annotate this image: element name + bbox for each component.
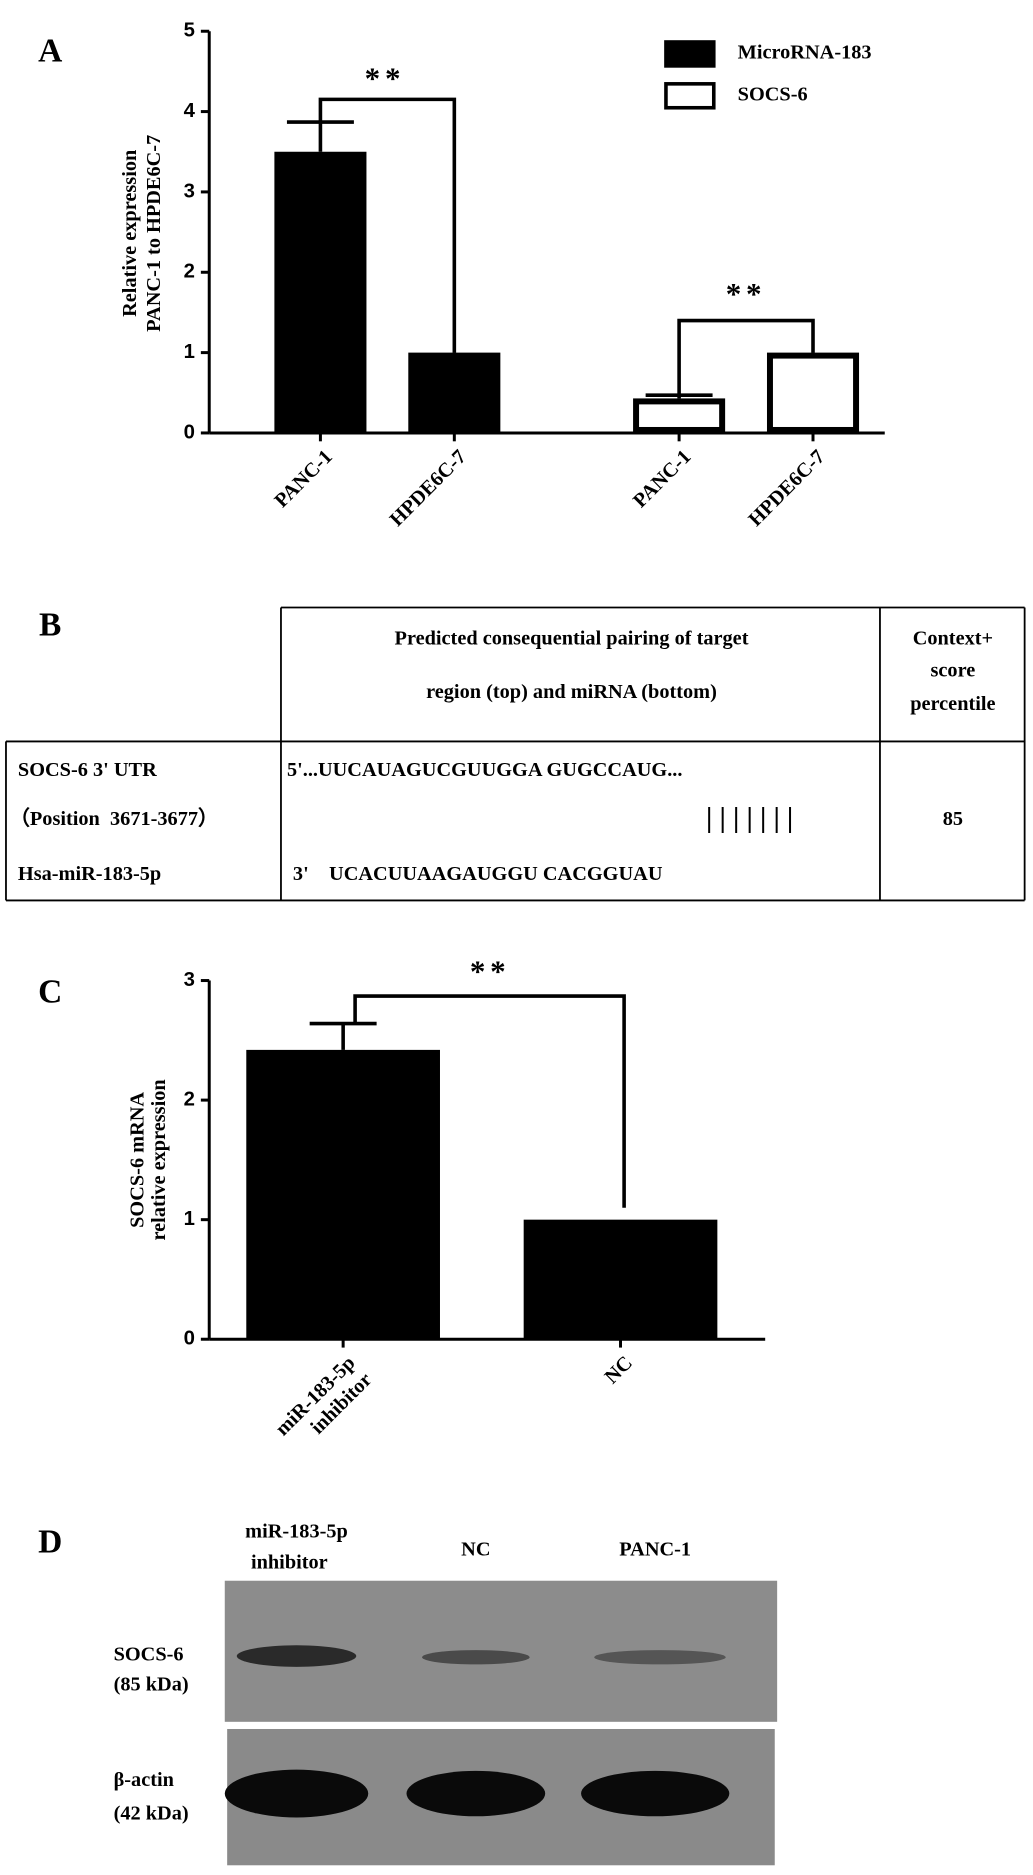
blot-band xyxy=(594,1650,726,1665)
panel-label: A xyxy=(38,33,62,70)
lane-label: miR-183-5p xyxy=(245,1521,348,1543)
table-cell: Hsa-miR-183-5p xyxy=(18,863,161,885)
y-tick-label: 2 xyxy=(184,261,195,283)
panel-label: B xyxy=(39,607,61,644)
y-axis-label: PANC-1 to HPDE6C-7 xyxy=(143,135,165,332)
legend-label: MicroRNA-183 xyxy=(738,42,872,64)
table-cell: （Position 3671-3677） xyxy=(10,807,219,830)
table-header: percentile xyxy=(910,693,995,715)
y-tick-label: 1 xyxy=(184,341,195,363)
table: Predicted consequential pairing of targe… xyxy=(5,606,1026,902)
y-tick-label: 2 xyxy=(184,1088,195,1110)
row-label: (85 kDa) xyxy=(114,1674,189,1696)
table-cell: 5'...UUCAUAGUCGUUGGA GUGCCAUG... xyxy=(287,759,683,781)
table-header: Context+ xyxy=(913,627,993,649)
row-label: SOCS-6 xyxy=(114,1644,184,1666)
lane-label: NC xyxy=(461,1539,490,1561)
significance-label: ** xyxy=(470,954,511,989)
legend-swatch xyxy=(664,40,716,68)
y-axis-label: SOCS-6 mRNA xyxy=(126,1092,148,1228)
table-cell: 3' UCACUUAAGAUGGU CACGGUAU xyxy=(293,863,663,885)
y-tick-label: 5 xyxy=(184,20,195,42)
table-header: Predicted consequential pairing of targe… xyxy=(395,627,749,649)
y-tick-label: 3 xyxy=(184,969,195,991)
bar xyxy=(633,398,726,433)
table-cell: SOCS-6 3' UTR xyxy=(18,759,157,781)
bar xyxy=(246,1049,440,1340)
y-tick-label: 4 xyxy=(184,100,196,122)
blot-band xyxy=(236,1645,357,1667)
y-axis-label: relative expression xyxy=(148,1079,170,1240)
significance-label: ** xyxy=(726,276,767,311)
y-tick-label: 0 xyxy=(184,421,195,443)
blot-band xyxy=(406,1770,546,1817)
blot-band xyxy=(581,1770,730,1817)
bar xyxy=(766,352,860,433)
row-label: (42 kDa) xyxy=(114,1803,189,1825)
significance-bracket xyxy=(318,97,457,353)
blot-band xyxy=(422,1650,530,1665)
significance-bracket xyxy=(677,318,815,395)
legend-swatch xyxy=(664,82,716,110)
bar xyxy=(274,151,367,433)
bar xyxy=(523,1219,718,1340)
panel-label: D xyxy=(38,1524,62,1561)
row-label: β-actin xyxy=(114,1769,174,1791)
lane-label: PANC-1 xyxy=(619,1539,691,1561)
y-tick-label: 0 xyxy=(184,1328,195,1350)
blot-band xyxy=(224,1769,369,1818)
western-blot: miR-183-5p inhibitor NC PANC-1 SOCS-6 (8… xyxy=(114,1521,778,1866)
legend-label: SOCS-6 xyxy=(738,83,808,105)
lane-label: inhibitor xyxy=(251,1552,328,1574)
significance-bracket xyxy=(353,994,626,1208)
y-tick-label: 1 xyxy=(184,1208,195,1230)
table-header: region (top) and miRNA (bottom) xyxy=(426,681,717,703)
significance-label: ** xyxy=(365,61,406,96)
y-tick-label: 3 xyxy=(184,180,195,202)
bar xyxy=(408,352,501,433)
panel-label: C xyxy=(38,974,62,1011)
table-cell: | | | | | | | xyxy=(706,802,793,834)
table-cell: 85 xyxy=(943,808,963,830)
y-axis-label: Relative expression xyxy=(119,150,141,317)
table-header: score xyxy=(931,660,976,682)
